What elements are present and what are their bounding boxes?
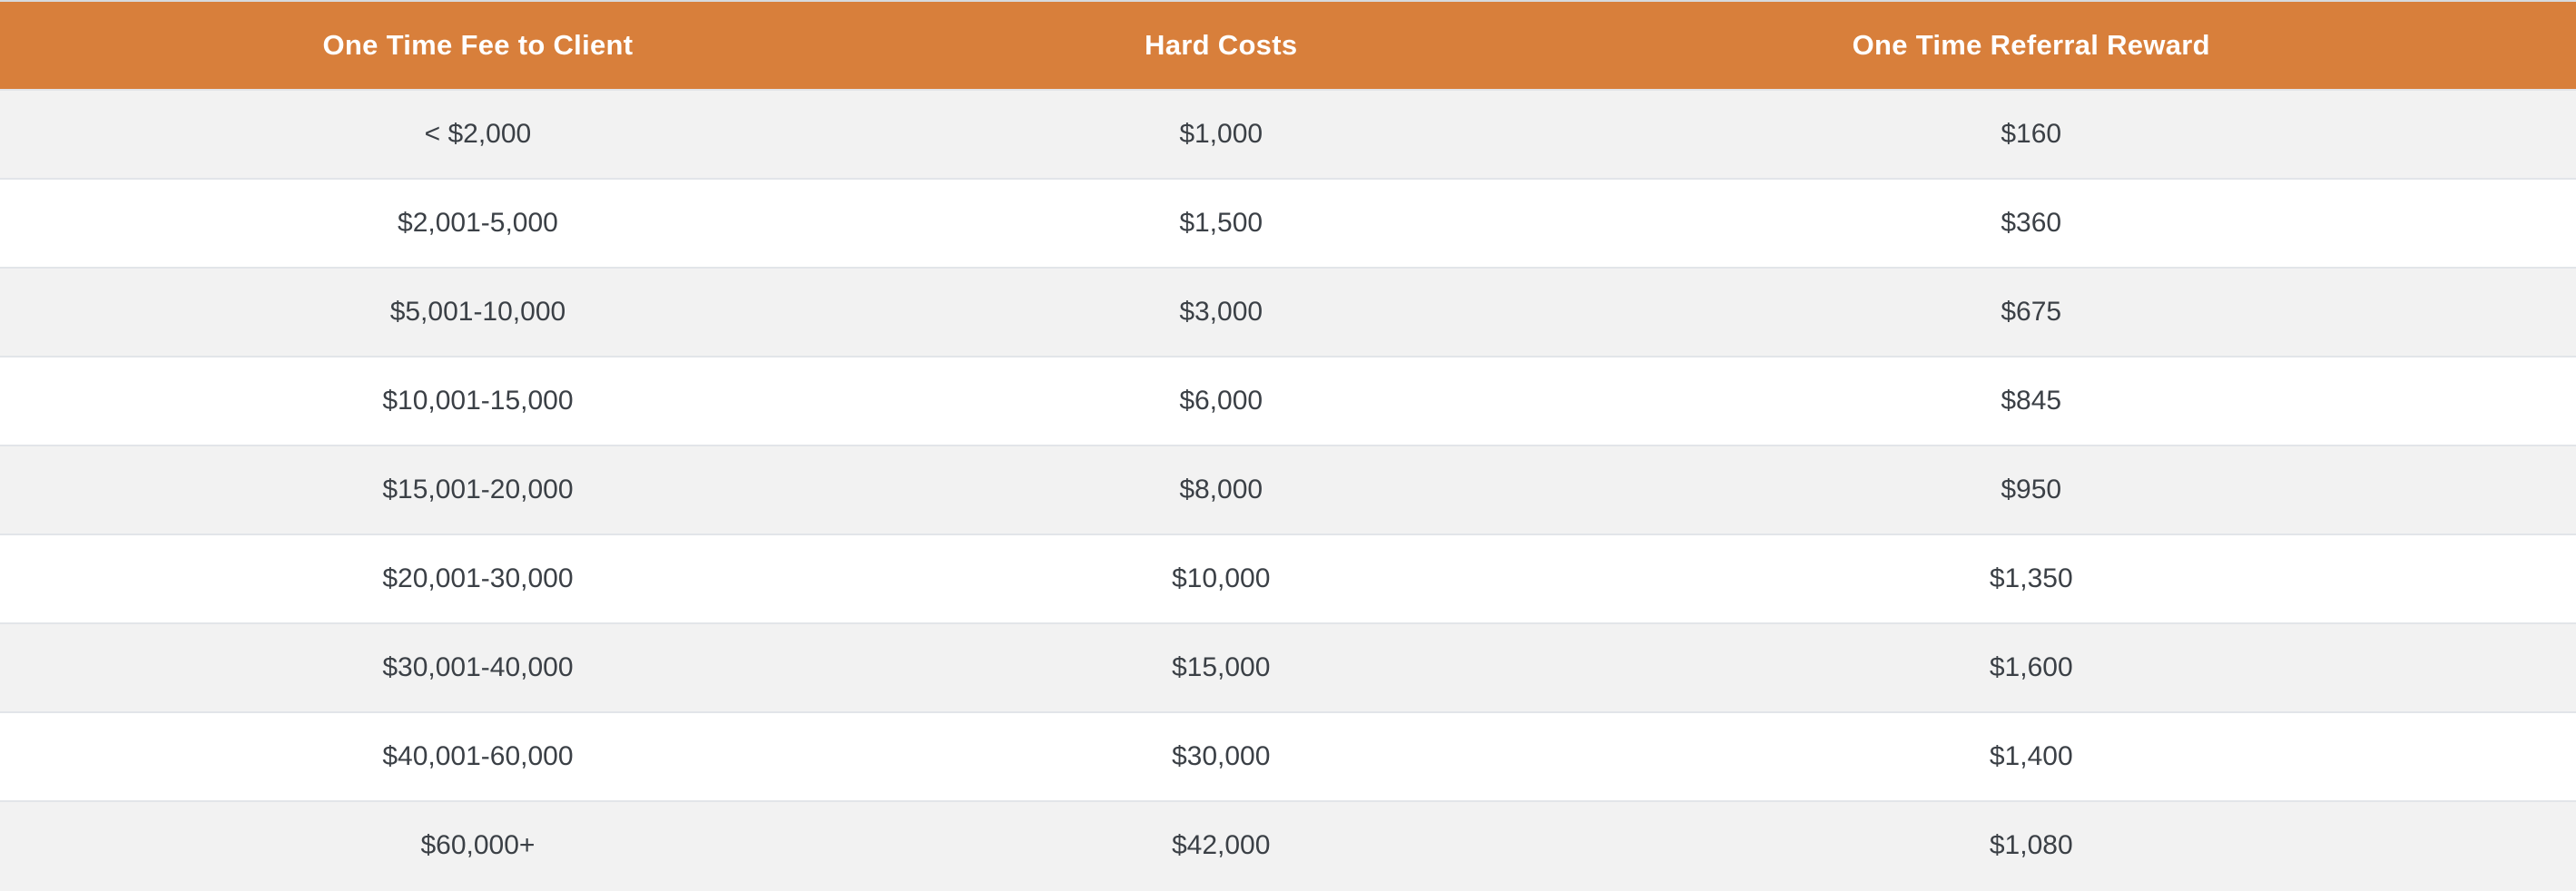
table-cell-reward: $160: [1486, 89, 2576, 179]
table-cell-fee: < $2,000: [0, 89, 956, 179]
column-header-hard-costs: Hard Costs: [955, 2, 1487, 90]
column-header-one-time-fee: One Time Fee to Client: [0, 2, 956, 90]
table-cell-hard-cost: $1,000: [955, 89, 1487, 179]
table-row: $30,001-40,000 $15,000 $1,600: [0, 622, 2576, 712]
table-row: < $2,000 $1,000 $160: [0, 89, 2576, 179]
table-cell-hard-cost: $6,000: [955, 356, 1487, 446]
table-cell-fee: $20,001-30,000: [0, 534, 956, 623]
table-cell-hard-cost: $30,000: [955, 711, 1487, 801]
table-cell-reward: $360: [1486, 178, 2576, 268]
table-cell-fee: $2,001-5,000: [0, 178, 956, 268]
table-cell-fee: $5,001-10,000: [0, 267, 956, 357]
table-row: $20,001-30,000 $10,000 $1,350: [0, 534, 2576, 623]
table-cell-hard-cost: $10,000: [955, 534, 1487, 623]
table-cell-hard-cost: $8,000: [955, 445, 1487, 534]
table-cell-hard-cost: $15,000: [955, 622, 1487, 712]
table-cell-hard-cost: $42,000: [955, 800, 1487, 889]
table-cell-fee: $15,001-20,000: [0, 445, 956, 534]
table-cell-reward: $1,350: [1486, 534, 2576, 623]
table-cell-reward: $950: [1486, 445, 2576, 534]
table-row: $2,001-5,000 $1,500 $360: [0, 178, 2576, 268]
table-cell-fee: $30,001-40,000: [0, 622, 956, 712]
table-cell-hard-cost: $1,500: [955, 178, 1487, 268]
column-header-referral-reward: One Time Referral Reward: [1486, 2, 2576, 90]
table-cell-fee: $60,000+: [0, 800, 956, 889]
table-row: $5,001-10,000 $3,000 $675: [0, 267, 2576, 357]
header-row: One Time Fee to Client Hard Costs One Ti…: [0, 2, 2576, 90]
table-row: $15,001-20,000 $8,000 $950: [0, 445, 2576, 534]
table-row: $10,001-15,000 $6,000 $845: [0, 356, 2576, 446]
table-cell-reward: $1,400: [1486, 711, 2576, 801]
table-row: $40,001-60,000 $30,000 $1,400: [0, 711, 2576, 801]
table-cell-hard-cost: $3,000: [955, 267, 1487, 357]
table-row: $60,000+ $42,000 $1,080: [0, 800, 2576, 889]
table-cell-reward: $675: [1486, 267, 2576, 357]
table-cell-fee: $10,001-15,000: [0, 356, 956, 446]
table-cell-reward: $1,080: [1486, 800, 2576, 889]
table-cell-fee: $40,001-60,000: [0, 711, 956, 801]
table-cell-reward: $845: [1486, 356, 2576, 446]
table-cell-reward: $1,600: [1486, 622, 2576, 712]
